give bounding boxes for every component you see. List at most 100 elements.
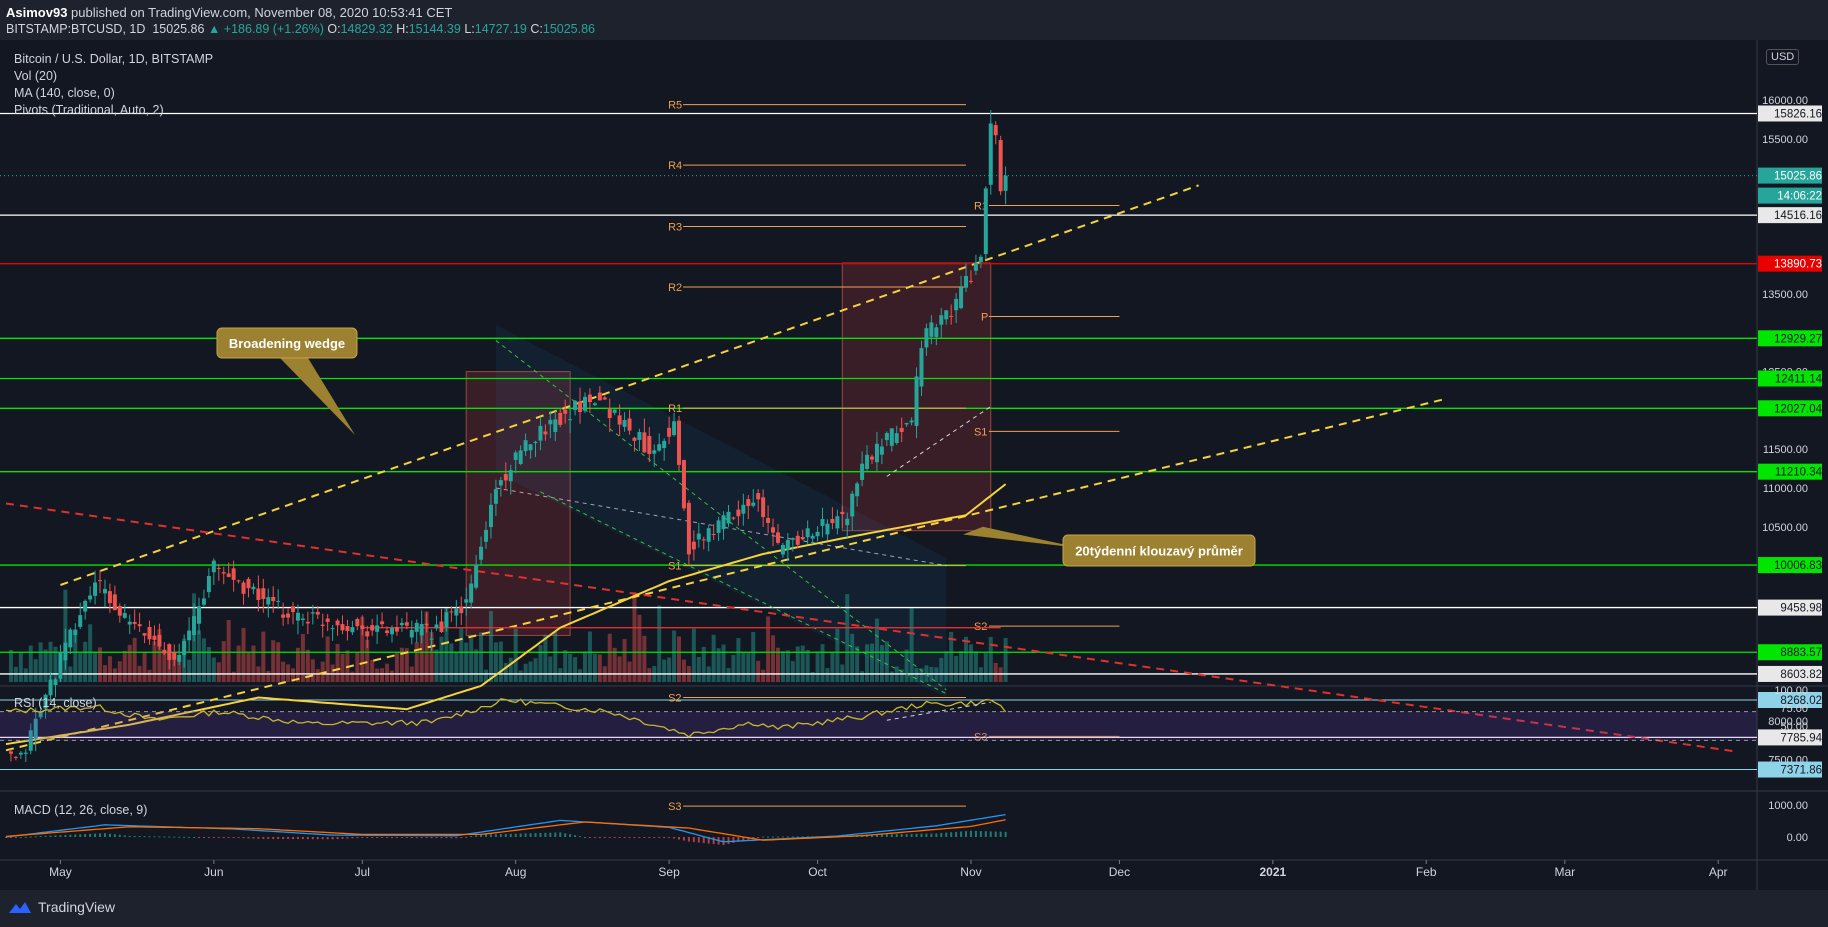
candle-body bbox=[147, 627, 152, 640]
macd-hist-bar bbox=[593, 837, 596, 838]
level-price-text: 7785.94 bbox=[1780, 732, 1822, 744]
candle-body bbox=[899, 427, 904, 432]
volume-bar bbox=[261, 631, 266, 682]
macd-hist-bar bbox=[316, 837, 319, 840]
author-name[interactable]: Asimov93 bbox=[6, 5, 68, 20]
price-chart[interactable]: R5 R4 R3 R2 R1 S1 S2 S3R2 R1 P S1 S2 S3 Broadening we… bbox=[0, 40, 1828, 890]
falling-channel-fill bbox=[495, 325, 947, 698]
candle-body bbox=[672, 421, 677, 436]
volume-bar bbox=[335, 643, 340, 682]
candle-body bbox=[711, 534, 716, 536]
volume-bar bbox=[909, 608, 914, 682]
candle-body bbox=[944, 310, 949, 320]
tradingview-brand[interactable]: TradingView bbox=[8, 899, 115, 915]
level-price-text: 11210.34 bbox=[1775, 467, 1823, 479]
macd-hist-bar bbox=[143, 836, 146, 838]
candle-body bbox=[845, 518, 850, 526]
pivot-label-s2: S2 bbox=[668, 693, 681, 705]
candle-body bbox=[112, 594, 117, 611]
macd-hist-bar bbox=[648, 837, 651, 838]
volume-bar bbox=[221, 641, 226, 682]
level-price-text: 12929.27 bbox=[1774, 333, 1822, 345]
macd-hist-bar bbox=[974, 830, 977, 837]
currency-button[interactable]: USD bbox=[1766, 49, 1800, 65]
macd-hist-bar bbox=[885, 834, 888, 837]
volume-bar bbox=[78, 653, 83, 682]
candle-body bbox=[192, 616, 197, 636]
legend-vol: Vol (20) bbox=[14, 69, 58, 83]
macd-hist-bar bbox=[999, 831, 1002, 837]
macd-hist-bar bbox=[197, 837, 200, 838]
candle-body bbox=[790, 538, 795, 540]
volume-bar bbox=[508, 657, 513, 682]
macd-hist-bar bbox=[663, 837, 666, 838]
volume-bar bbox=[983, 653, 988, 682]
level-price-tag bbox=[1758, 255, 1822, 272]
candle-body bbox=[355, 618, 360, 627]
annotation-pointer-ma bbox=[963, 526, 1080, 548]
candle-body bbox=[716, 520, 721, 533]
macd-hist-bar bbox=[64, 834, 67, 837]
time-tick-label: 2021 bbox=[1259, 865, 1286, 879]
pivot-label-r2: R2 bbox=[668, 282, 682, 294]
chart-header: Asimov93 published on TradingView.com, N… bbox=[0, 0, 1828, 40]
candle-body bbox=[538, 425, 543, 441]
candle-body bbox=[335, 620, 340, 626]
macd-hist-bar bbox=[450, 837, 453, 839]
volume-bar bbox=[424, 611, 429, 682]
open-value: 14829.32 bbox=[340, 22, 393, 36]
candle-body bbox=[152, 635, 157, 640]
level-price-tag bbox=[1758, 761, 1822, 778]
macd-hist-bar bbox=[989, 831, 992, 837]
macd-hist-bar bbox=[415, 837, 418, 839]
volume-bar bbox=[573, 657, 578, 682]
candle-body bbox=[691, 541, 696, 550]
level-price-tag bbox=[1758, 729, 1822, 746]
volume-bar bbox=[439, 636, 444, 682]
candle-body bbox=[929, 322, 934, 337]
macd-hist-bar bbox=[608, 837, 611, 838]
candle-body bbox=[43, 694, 48, 709]
macd-hist-bar bbox=[762, 836, 765, 838]
candle-body bbox=[385, 630, 390, 634]
footer: TradingView bbox=[0, 890, 1828, 927]
macd-tick-label: 0.00 bbox=[1787, 832, 1808, 844]
candle-body bbox=[13, 756, 18, 758]
volume-bar bbox=[696, 656, 701, 682]
volume-bar bbox=[266, 670, 271, 682]
macd-hist-bar bbox=[569, 834, 572, 837]
candle-body bbox=[637, 432, 642, 440]
volume-bar bbox=[721, 644, 726, 682]
volume-bar bbox=[647, 668, 652, 682]
macd-hist-bar bbox=[905, 833, 908, 837]
candle-body bbox=[518, 450, 523, 464]
volume-bar bbox=[870, 643, 874, 682]
candle-body bbox=[766, 517, 771, 523]
volume-bar bbox=[498, 641, 503, 682]
volume-bar bbox=[216, 662, 221, 682]
candle-body bbox=[167, 644, 172, 660]
macd-hist-bar bbox=[767, 836, 770, 838]
volume-bar bbox=[325, 636, 330, 682]
macd-hist-bar bbox=[504, 833, 507, 837]
candle-body bbox=[657, 444, 662, 451]
volume-bar bbox=[93, 651, 98, 682]
candle-body bbox=[607, 408, 612, 419]
candle-body bbox=[137, 624, 142, 627]
rsi-tick-label: 75.00 bbox=[1780, 703, 1808, 715]
macd-hist-bar bbox=[955, 831, 958, 837]
macd-hist-bar bbox=[227, 837, 230, 838]
volume-bar bbox=[444, 607, 449, 682]
time-tick-label: Feb bbox=[1416, 865, 1437, 879]
candle-body bbox=[464, 599, 469, 603]
level-price-tag bbox=[1758, 330, 1822, 347]
volume-bar bbox=[751, 632, 756, 682]
macd-hist-bar bbox=[697, 837, 700, 843]
macd-hist-bar bbox=[519, 833, 522, 837]
candle-body bbox=[360, 625, 365, 629]
candle-body bbox=[236, 580, 241, 582]
macd-hist-bar bbox=[282, 837, 285, 839]
candle-body bbox=[681, 460, 686, 509]
macd-hist-bar bbox=[331, 837, 334, 840]
candle-body bbox=[370, 625, 375, 631]
